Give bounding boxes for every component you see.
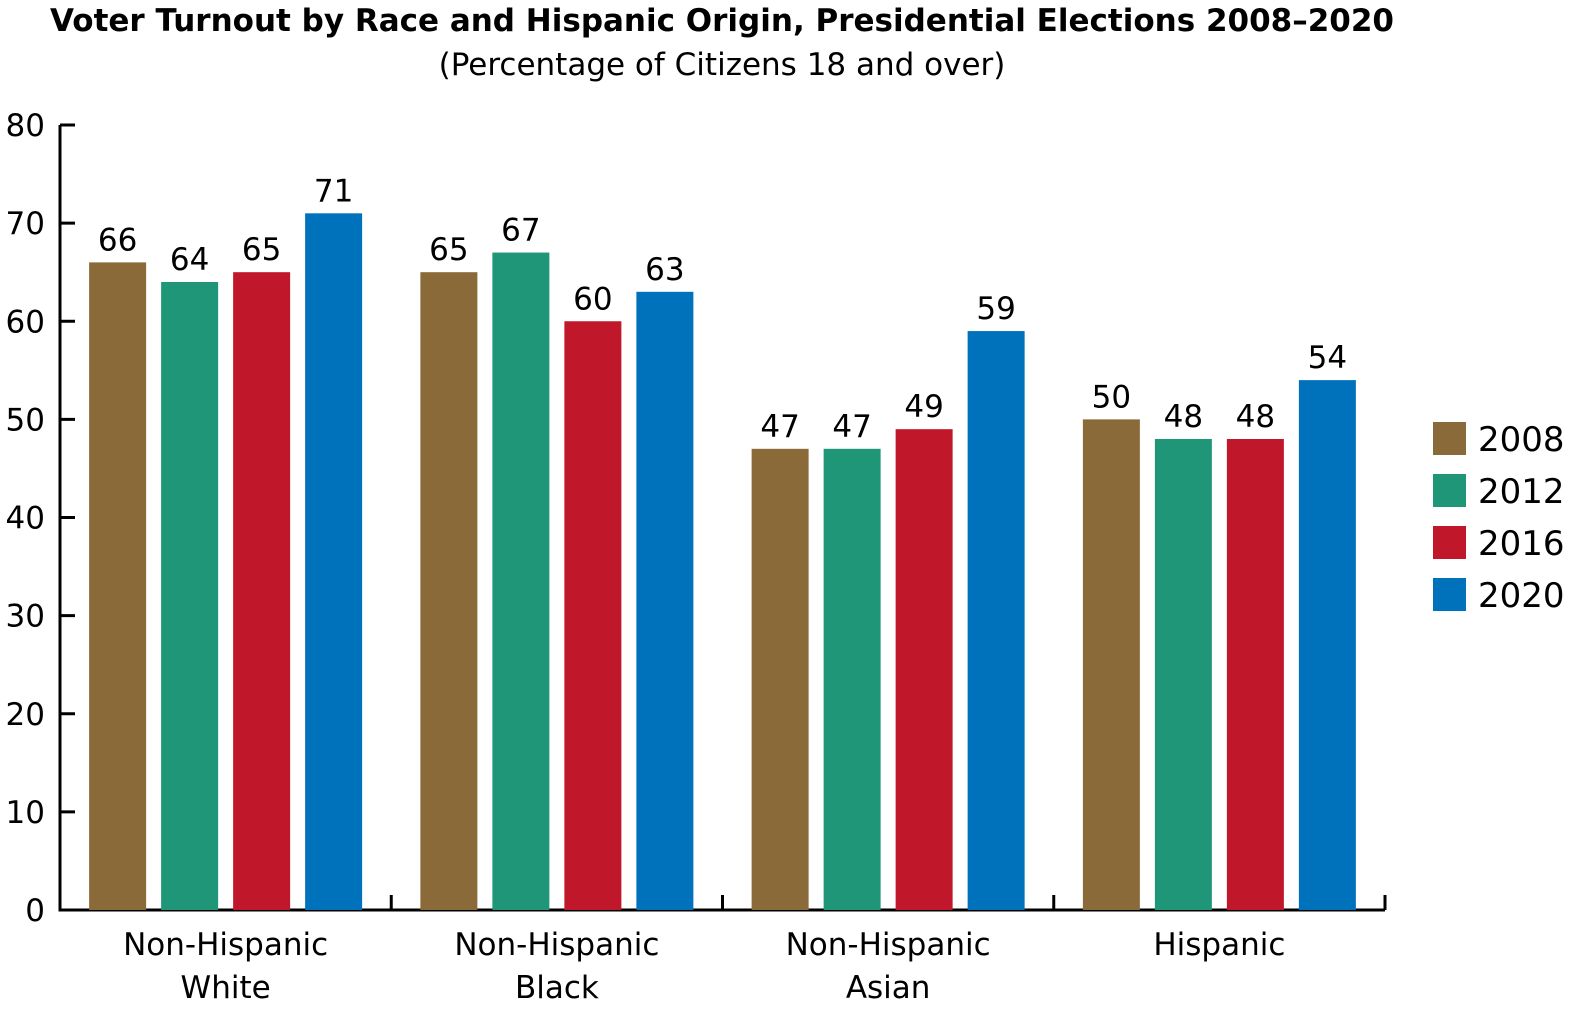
y-tick-label: 80 <box>6 108 45 144</box>
x-tick-label: Hispanic <box>1153 927 1285 963</box>
bar-2020 <box>967 331 1025 910</box>
bar-2016 <box>1226 439 1284 910</box>
y-tick-label: 30 <box>6 599 45 635</box>
bar-2008 <box>89 262 147 910</box>
bar-2008 <box>420 272 478 910</box>
bar-2020 <box>1298 380 1356 910</box>
chart-title: Voter Turnout by Race and Hispanic Origi… <box>50 3 1394 39</box>
bar-2012 <box>823 448 881 910</box>
data-label: 48 <box>1164 399 1203 435</box>
data-label: 67 <box>501 213 540 249</box>
legend-label: 2020 <box>1478 576 1565 616</box>
bar-2020 <box>636 291 694 910</box>
x-tick-label: Black <box>515 970 599 1006</box>
data-label: 47 <box>760 409 799 445</box>
data-label: 65 <box>242 232 281 268</box>
x-tick-label: Non-Hispanic <box>786 927 991 963</box>
data-label: 49 <box>904 389 943 425</box>
legend-swatch-2008 <box>1433 422 1466 455</box>
y-tick-label: 10 <box>6 795 45 831</box>
data-label: 50 <box>1092 379 1131 415</box>
bar-2020 <box>305 213 363 910</box>
chart-subtitle: (Percentage of Citizens 18 and over) <box>439 47 1006 83</box>
y-tick-label: 70 <box>6 206 45 242</box>
bar-2016 <box>564 321 622 910</box>
data-label: 66 <box>98 222 137 258</box>
y-tick-label: 0 <box>25 893 45 929</box>
bar-2008 <box>1082 419 1140 910</box>
legend: 2008 2012 2016 2020 <box>1433 420 1565 616</box>
data-label: 60 <box>573 281 612 317</box>
legend-label: 2008 <box>1478 420 1565 460</box>
data-label: 63 <box>645 252 684 288</box>
bar-2016 <box>895 429 953 910</box>
data-label: 65 <box>429 232 468 268</box>
y-tick-label: 50 <box>6 402 45 438</box>
legend-label: 2016 <box>1478 524 1565 564</box>
y-tick-label: 60 <box>6 304 45 340</box>
x-tick-label: White <box>181 970 271 1006</box>
bar-2012 <box>1154 439 1212 910</box>
legend-swatch-2016 <box>1433 526 1466 559</box>
legend-label: 2012 <box>1478 472 1565 512</box>
legend-swatch-2012 <box>1433 474 1466 507</box>
y-tick-label: 40 <box>6 501 45 537</box>
legend-swatch-2020 <box>1433 578 1466 611</box>
bars: 66 64 65 71 65 67 60 63 47 47 49 59 50 48 48 54 <box>89 173 1356 910</box>
bar-2008 <box>751 448 809 910</box>
data-label: 47 <box>832 409 871 445</box>
x-tick-label: Non-Hispanic <box>123 927 328 963</box>
bar-2016 <box>233 272 291 910</box>
data-label: 54 <box>1308 340 1347 376</box>
data-label: 71 <box>314 173 353 209</box>
y-tick-label: 20 <box>6 697 45 733</box>
bar-2012 <box>492 252 550 910</box>
axes: 0 10 20 30 40 50 60 70 80 Non-Hispanic White Non-Hi… <box>6 108 1387 1006</box>
x-tick-label: Asian <box>846 970 931 1006</box>
data-label: 48 <box>1236 399 1275 435</box>
data-label: 64 <box>170 242 209 278</box>
x-tick-label: Non-Hispanic <box>454 927 659 963</box>
data-label: 59 <box>976 291 1015 327</box>
bar-2012 <box>161 282 219 910</box>
